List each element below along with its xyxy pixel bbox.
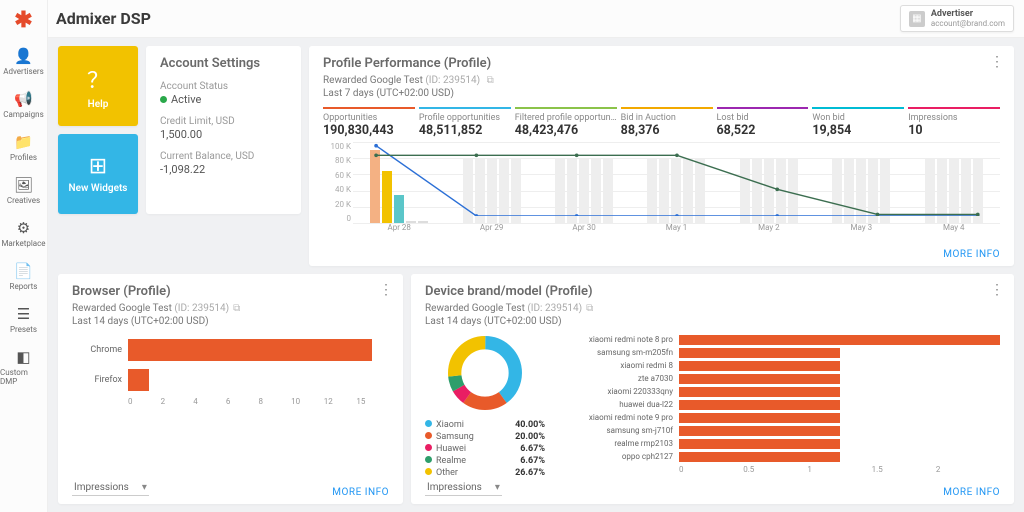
nav-reports[interactable]: 📄Reports: [10, 262, 38, 291]
device-bar: realme rmp2103: [553, 437, 1000, 450]
credit-limit-label: Credit Limit, USD: [160, 116, 287, 127]
more-icon[interactable]: ⋮: [379, 282, 393, 298]
account-settings-title: Account Settings: [160, 56, 287, 71]
balance-label: Current Balance, USD: [160, 151, 287, 162]
credit-limit-value: 1,500.00: [160, 128, 287, 141]
legend-item: Huawei6.67%: [425, 443, 545, 455]
device-bar: samsung sm-m205fn: [553, 346, 1000, 359]
device-bar: oppo cph2127: [553, 450, 1000, 463]
nav-advertisers[interactable]: 👤Advertisers: [3, 47, 43, 76]
nav-campaigns[interactable]: 📢Campaigns: [3, 90, 43, 119]
more-info-link[interactable]: MORE INFO: [332, 487, 389, 498]
metric-dropdown[interactable]: Impressions: [72, 480, 149, 496]
legend-item: Realme6.67%: [425, 455, 545, 467]
metric[interactable]: Impressions10: [908, 107, 1000, 138]
metric[interactable]: Filtered profile opportun…48,423,476: [515, 107, 617, 138]
nav-icon: ⚙: [17, 219, 30, 237]
device-bar: xiaomi redmi note 9 pro: [553, 411, 1000, 424]
device-bar: xiaomi 220333qny: [553, 385, 1000, 398]
donut-chart: [445, 333, 525, 413]
status-dot-icon: [160, 96, 167, 103]
account-email: account@brand.com: [931, 19, 1005, 28]
metric[interactable]: Lost bid68,522: [717, 107, 809, 138]
metric-dropdown[interactable]: Impressions: [425, 480, 502, 496]
browser-title: Browser (Profile): [72, 284, 389, 299]
nav-creatives[interactable]: 🖼Creatives: [7, 176, 40, 205]
brand-title: Admixer DSP: [56, 9, 151, 28]
nav-icon: 📁: [14, 133, 33, 151]
nav-icon: 📄: [14, 262, 33, 280]
logo-icon: ✱: [14, 8, 32, 33]
nav-icon: ☰: [17, 305, 30, 323]
balance-value: -1,098.22: [160, 163, 287, 176]
account-settings-card: Account Settings Account Status Active C…: [146, 46, 301, 214]
device-bar: xiaomi redmi 8: [553, 359, 1000, 372]
copy-icon[interactable]: ⧉: [233, 303, 240, 314]
browser-card: Browser (Profile) ⋮ Rewarded Google Test…: [58, 274, 403, 504]
nav-icon: 📢: [14, 90, 33, 108]
copy-icon[interactable]: ⧉: [586, 303, 593, 314]
legend-item: Samsung20.00%: [425, 431, 545, 443]
more-info-link[interactable]: MORE INFO: [943, 249, 1000, 260]
more-info-link[interactable]: MORE INFO: [943, 487, 1000, 498]
account-status-label: Account Status: [160, 81, 287, 92]
nav-presets[interactable]: ☰Presets: [10, 305, 37, 334]
sidebar: ✱ 👤Advertisers 📢Campaigns 📁Profiles 🖼Creati…: [0, 0, 48, 512]
device-title: Device brand/model (Profile): [425, 284, 1000, 299]
metric[interactable]: Profile opportunities48,511,852: [419, 107, 511, 138]
metric[interactable]: Bid in Auction88,376: [621, 107, 713, 138]
nav-icon: ◧: [16, 348, 30, 366]
account-role: Advertiser: [931, 9, 1005, 19]
help-label: Help: [88, 99, 109, 110]
legend-item: Xiaomi40.00%: [425, 419, 545, 431]
performance-chart: 100 K80 K60 K40 K20 K0 Apr 28Apr 29Apr 3…: [353, 142, 1000, 237]
profile-performance-title: Profile Performance (Profile): [323, 56, 1000, 71]
nav-profiles[interactable]: 📁Profiles: [10, 133, 37, 162]
nav-icon: 🖼: [14, 176, 33, 194]
new-widgets-label: New Widgets: [69, 183, 128, 194]
date-range: Last 7 days (UTC+02:00 USD): [323, 88, 1000, 99]
more-icon[interactable]: ⋮: [990, 282, 1004, 298]
browser-bar: Firefox: [72, 365, 389, 395]
metric[interactable]: Won bid19,854: [812, 107, 904, 138]
new-widgets-tile[interactable]: ⊞ New Widgets: [58, 134, 138, 214]
nav-marketplace[interactable]: ⚙Marketplace: [1, 219, 45, 248]
device-bar: zte a7030: [553, 372, 1000, 385]
nav-custom-dmp[interactable]: ◧Custom DMP: [0, 348, 47, 386]
device-bar: huawei dua-l22: [553, 398, 1000, 411]
device-bar: samsung sm-j710f: [553, 424, 1000, 437]
profile-name-line: Rewarded Google Test (ID: 239514) ⧉: [323, 75, 1000, 86]
device-card: Device brand/model (Profile) ⋮ Rewarded …: [411, 274, 1014, 504]
legend-item: Other26.67%: [425, 467, 545, 479]
metric[interactable]: Opportunities190,830,443: [323, 107, 415, 138]
nav-icon: 👤: [14, 47, 33, 65]
device-bar: xiaomi redmi note 8 pro: [553, 333, 1000, 346]
profile-performance-card: Profile Performance (Profile) ⋮ Rewarded…: [309, 46, 1014, 266]
copy-icon[interactable]: ⧉: [487, 75, 494, 86]
topbar: Admixer DSP ▦ Advertiser account@brand.c…: [48, 0, 1024, 38]
avatar-icon: ▦: [909, 11, 925, 27]
help-icon: ？: [87, 63, 109, 95]
account-status-value: Active: [160, 93, 287, 106]
account-menu[interactable]: ▦ Advertiser account@brand.com: [900, 5, 1014, 32]
browser-bar: Chrome: [72, 335, 389, 365]
help-tile[interactable]: ？ Help: [58, 46, 138, 126]
add-widget-icon: ⊞: [89, 154, 107, 179]
more-icon[interactable]: ⋮: [990, 54, 1004, 70]
